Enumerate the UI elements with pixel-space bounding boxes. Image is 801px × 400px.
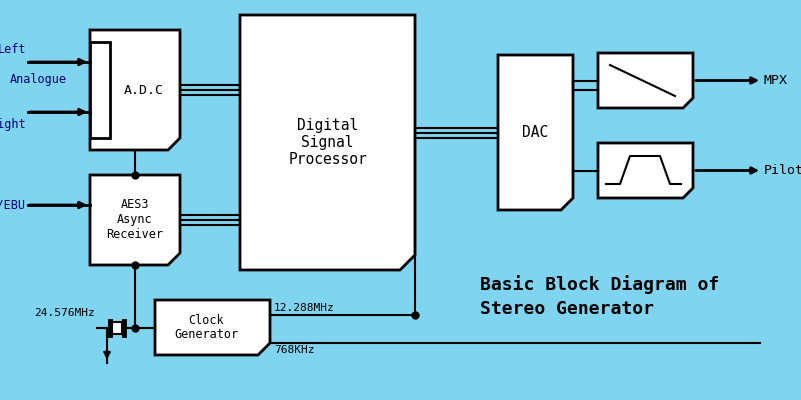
Bar bbox=[90, 42, 110, 138]
Text: Digital
Signal
Processor: Digital Signal Processor bbox=[288, 118, 367, 167]
Polygon shape bbox=[90, 30, 180, 150]
Bar bbox=[112, 322, 122, 334]
Text: Basic Block Diagram of
Stereo Generator: Basic Block Diagram of Stereo Generator bbox=[480, 275, 719, 318]
Polygon shape bbox=[90, 175, 180, 265]
Polygon shape bbox=[240, 15, 415, 270]
Polygon shape bbox=[598, 143, 693, 198]
Polygon shape bbox=[598, 53, 693, 108]
Text: 12.288MHz: 12.288MHz bbox=[274, 303, 335, 313]
Text: 768KHz: 768KHz bbox=[274, 345, 315, 355]
Text: A.D.C: A.D.C bbox=[124, 84, 164, 96]
Text: 24.576MHz: 24.576MHz bbox=[34, 308, 95, 318]
Polygon shape bbox=[155, 300, 270, 355]
Text: MPX: MPX bbox=[764, 74, 788, 87]
Text: Clock
Generator: Clock Generator bbox=[175, 314, 239, 342]
Text: AES3/EBU: AES3/EBU bbox=[0, 198, 26, 212]
Text: DAC: DAC bbox=[522, 125, 549, 140]
Text: AES3
Async
Receiver: AES3 Async Receiver bbox=[107, 198, 163, 242]
Text: Right: Right bbox=[0, 118, 26, 131]
Polygon shape bbox=[498, 55, 573, 210]
Text: Analogue: Analogue bbox=[10, 74, 67, 86]
Text: Pilot: Pilot bbox=[764, 164, 801, 177]
Text: Left: Left bbox=[0, 43, 26, 56]
